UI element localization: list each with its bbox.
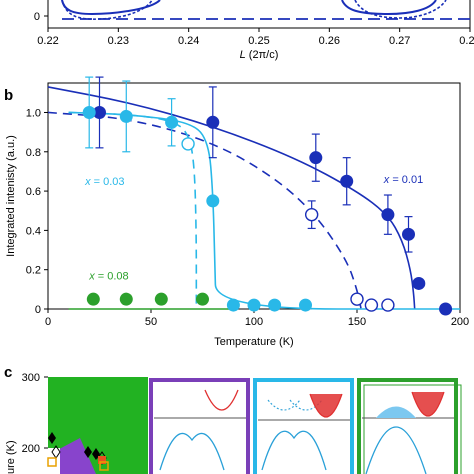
data-point-x-0-03 bbox=[82, 105, 96, 119]
panel-a-xtick-label: 0.25 bbox=[248, 35, 269, 47]
panel-b-ylabel: Integrated intenisty (a.u.) bbox=[5, 135, 17, 257]
data-point-x-0-03 bbox=[299, 298, 312, 312]
data-point-x-0-03 bbox=[206, 194, 220, 208]
data-point-x-0-03 bbox=[165, 115, 179, 129]
panel-b-data-points bbox=[82, 76, 453, 316]
data-point-x-0-01 bbox=[402, 227, 415, 241]
data-point-x-0-01 bbox=[93, 105, 106, 119]
panel-a-curve-right bbox=[341, 0, 437, 16]
panel-a-xtick-label: 0.23 bbox=[108, 35, 129, 47]
phase-region-white bbox=[48, 448, 60, 474]
band-inset-cyan-electron bbox=[309, 393, 343, 418]
panel-b-label: b bbox=[4, 87, 13, 104]
phase-marker-diamond bbox=[84, 446, 92, 458]
panel-b-xtick-label: 200 bbox=[451, 316, 469, 328]
data-point-x-0-08 bbox=[86, 292, 100, 306]
band-inset-purple-electron bbox=[204, 389, 239, 411]
fit-dashed-x-0-03 bbox=[68, 111, 198, 309]
panel-a: 0 0.22 0.23 0.24 0.25 0.26 0.27 0.28 L (2π/c) bbox=[34, 0, 474, 61]
panel-a-xlabel: L (2π/c) bbox=[240, 49, 279, 61]
panel-a-xtick-label: 0.24 bbox=[178, 35, 199, 47]
open-point-x-0-01 bbox=[350, 292, 364, 306]
data-point-x-0-01 bbox=[206, 115, 220, 129]
panel-b-ytick-label: 0 bbox=[35, 304, 41, 316]
band-inset-green-electron bbox=[411, 391, 445, 417]
phase-marker-square-red bbox=[98, 456, 106, 464]
data-point-x-0-03 bbox=[268, 298, 282, 312]
series-label: x = 0.03 bbox=[84, 176, 124, 188]
series-label: x = 0.01 bbox=[383, 174, 423, 186]
phase-marker-square bbox=[99, 461, 109, 471]
data-point-x-0-08 bbox=[119, 292, 133, 306]
band-inset-cyan-hole bbox=[261, 430, 327, 471]
panel-a-dotted-right bbox=[354, 0, 447, 19]
panel-c-ytick-200-label: 200 bbox=[22, 443, 40, 455]
band-inset-purple bbox=[149, 378, 250, 474]
data-point-x-0-01 bbox=[309, 151, 323, 165]
panel-b-ytick-label: 1.0 bbox=[26, 107, 41, 119]
panel-b-annotations: x = 0.03 x = 0.01 x = 0.08 bbox=[84, 174, 423, 282]
band-inset-purple-hole bbox=[159, 432, 225, 471]
panel-c: c ure (K) 300 200 bbox=[4, 364, 462, 474]
panel-b-xtick-label: 50 bbox=[145, 316, 157, 328]
panel-b-ytick-label: 0.8 bbox=[26, 147, 41, 159]
band-inset-green-fill bbox=[376, 406, 416, 418]
panel-a-xtick-label: 0.26 bbox=[319, 35, 340, 47]
panel-b-ytick-label: 0.4 bbox=[26, 225, 41, 237]
panel-b-xtick-label: 100 bbox=[245, 316, 263, 328]
data-point-x-0-01 bbox=[340, 174, 354, 188]
data-point-x-0-01 bbox=[381, 208, 395, 222]
panel-c-label: c bbox=[4, 364, 12, 381]
series-label: x = 0.08 bbox=[88, 271, 128, 283]
panel-b-xtick-label: 0 bbox=[45, 316, 51, 328]
phase-marker-square bbox=[47, 457, 57, 467]
data-point-x-0-01 bbox=[439, 302, 453, 316]
panel-b-xlabel: Temperature (K) bbox=[214, 336, 293, 348]
band-inset-green-inner bbox=[363, 384, 462, 474]
panel-a-xtick-label: 0.27 bbox=[389, 35, 410, 47]
open-point-x-0-01 bbox=[304, 207, 319, 222]
panel-b-ticks: 0 50 100 150 200 0 0.2 0.4 0.6 0.8 1.0 bbox=[26, 107, 469, 328]
open-point-x-0-01 bbox=[381, 298, 395, 312]
panel-b-ytick-label: 0.6 bbox=[26, 186, 41, 198]
panel-a-ytick-label: 0 bbox=[34, 11, 40, 23]
panel-b-ytick-label: 0.2 bbox=[26, 265, 41, 277]
open-point-x-0-01 bbox=[364, 298, 379, 312]
data-point-x-0-03 bbox=[119, 109, 133, 123]
data-point-x-0-03 bbox=[247, 298, 261, 312]
data-point-x-0-08 bbox=[196, 292, 209, 306]
panel-a-xticks: 0.22 0.23 0.24 0.25 0.26 0.27 0.28 bbox=[37, 28, 474, 47]
panel-b-xtick-label: 150 bbox=[348, 316, 366, 328]
data-point-x-0-08 bbox=[154, 292, 168, 306]
panel-c-ylabel: ure (K) bbox=[5, 440, 17, 474]
panel-a-curve-left bbox=[61, 0, 161, 16]
open-point-x-0-03 bbox=[181, 137, 195, 151]
data-point-x-0-03 bbox=[226, 298, 240, 312]
phase-marker-diamond bbox=[48, 432, 56, 444]
band-inset-green-hole bbox=[365, 426, 427, 474]
panel-a-xtick-label: 0.28 bbox=[459, 35, 474, 47]
data-point-x-0-01 bbox=[412, 276, 426, 290]
panel-c-ytick-300-label: 300 bbox=[22, 372, 40, 384]
panel-a-xtick-label: 0.22 bbox=[37, 35, 58, 47]
